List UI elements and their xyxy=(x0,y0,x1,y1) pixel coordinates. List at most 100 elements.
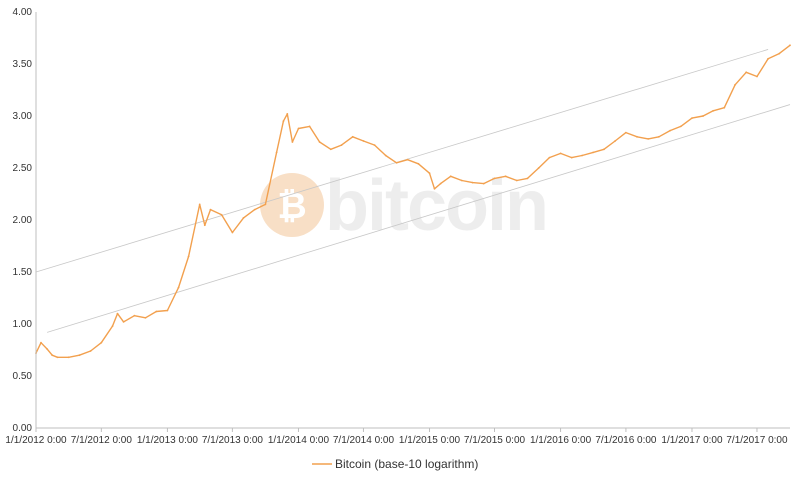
data-point xyxy=(209,208,212,211)
data-point xyxy=(559,152,562,155)
data-point xyxy=(548,156,551,159)
data-point xyxy=(340,144,343,147)
y-tick-label: 3.00 xyxy=(13,111,33,122)
data-point xyxy=(111,325,114,327)
data-point xyxy=(46,348,48,350)
svg-text:₿: ₿ xyxy=(277,185,306,226)
data-point xyxy=(449,175,452,178)
data-point xyxy=(351,135,354,138)
data-point xyxy=(702,115,704,117)
data-point xyxy=(198,203,201,206)
data-point xyxy=(537,167,540,169)
data-point xyxy=(89,350,92,352)
data-point xyxy=(231,231,234,234)
data-point xyxy=(384,154,387,157)
trendline xyxy=(47,104,791,333)
bitcoin-watermark: ₿ bitcoin xyxy=(260,166,549,246)
y-tick-label: 4.00 xyxy=(13,7,33,18)
data-point xyxy=(177,286,180,289)
data-point xyxy=(669,129,671,132)
data-point xyxy=(756,75,758,78)
data-point xyxy=(723,106,726,109)
data-point xyxy=(286,113,289,115)
data-point xyxy=(362,140,365,142)
data-point xyxy=(297,127,300,130)
x-tick-label: 7/1/2013 0:00 xyxy=(202,435,264,446)
data-point xyxy=(712,109,715,112)
legend: Bitcoin (base-10 logarithm) xyxy=(312,457,478,471)
watermark-text: bitcoin xyxy=(325,166,547,246)
data-point xyxy=(264,203,267,206)
data-point xyxy=(203,224,206,227)
data-point xyxy=(433,187,436,190)
y-tick-label: 0.00 xyxy=(13,423,33,434)
data-point xyxy=(570,156,573,159)
data-point xyxy=(745,71,748,74)
data-point xyxy=(439,182,442,185)
data-point xyxy=(40,341,42,344)
data-point xyxy=(100,341,103,344)
data-point xyxy=(581,154,583,157)
data-point xyxy=(275,151,278,154)
data-point xyxy=(460,179,463,182)
data-point xyxy=(395,161,398,164)
data-point xyxy=(253,208,256,211)
data-point xyxy=(691,117,693,119)
x-tick-label: 7/1/2017 0:00 xyxy=(726,435,788,446)
data-point xyxy=(778,52,781,55)
data-point xyxy=(603,148,605,151)
data-point xyxy=(308,125,311,128)
data-point xyxy=(625,131,627,134)
data-point xyxy=(526,177,529,180)
x-tick-label: 7/1/2014 0:00 xyxy=(333,435,395,446)
data-point xyxy=(220,213,223,216)
data-point xyxy=(493,177,496,180)
data-point xyxy=(155,310,158,313)
data-point xyxy=(482,182,485,185)
data-point xyxy=(291,141,294,143)
data-point xyxy=(636,135,638,138)
data-point xyxy=(116,312,119,315)
data-point xyxy=(592,151,595,154)
y-tick-label: 2.00 xyxy=(13,215,33,226)
x-tick-label: 7/1/2015 0:00 xyxy=(464,435,526,446)
data-point xyxy=(318,141,321,143)
y-tick-label: 2.50 xyxy=(13,163,33,174)
data-point xyxy=(78,354,81,357)
data-point xyxy=(614,140,616,142)
legend-label: Bitcoin (base-10 logarithm) xyxy=(335,457,478,471)
y-tick-label: 1.00 xyxy=(13,319,33,330)
data-point xyxy=(122,321,125,323)
x-tick-label: 1/1/2012 0:00 xyxy=(5,435,67,446)
data-point xyxy=(51,354,54,357)
data-point xyxy=(56,356,59,359)
series-layer xyxy=(35,44,791,359)
data-point xyxy=(329,148,332,151)
x-tick-label: 1/1/2016 0:00 xyxy=(530,435,592,446)
data-point xyxy=(428,172,431,175)
data-point xyxy=(166,309,169,312)
x-tick-label: 7/1/2016 0:00 xyxy=(595,435,657,446)
data-point xyxy=(679,125,682,128)
data-point xyxy=(515,179,518,182)
data-point xyxy=(734,83,736,86)
x-tick-label: 1/1/2017 0:00 xyxy=(661,435,723,446)
y-tick-label: 0.50 xyxy=(13,371,33,382)
data-point xyxy=(789,44,791,47)
x-tick-label: 7/1/2012 0:00 xyxy=(71,435,133,446)
data-point xyxy=(67,356,70,359)
data-point xyxy=(282,120,285,123)
data-point xyxy=(242,217,245,219)
data-point xyxy=(504,175,507,178)
data-point xyxy=(767,57,769,60)
data-point xyxy=(417,162,420,165)
axes: 0.00 0.50 1.00 1.50 2.00 2.50 3.00 3.50 4.00 1/1/… xyxy=(5,7,790,446)
x-tick-label: 1/1/2014 0:00 xyxy=(268,435,330,446)
y-tick-label: 3.50 xyxy=(13,59,33,70)
data-point xyxy=(187,255,190,258)
data-point xyxy=(406,158,409,161)
data-point xyxy=(471,181,474,184)
data-point xyxy=(373,144,376,147)
data-point xyxy=(133,314,136,317)
